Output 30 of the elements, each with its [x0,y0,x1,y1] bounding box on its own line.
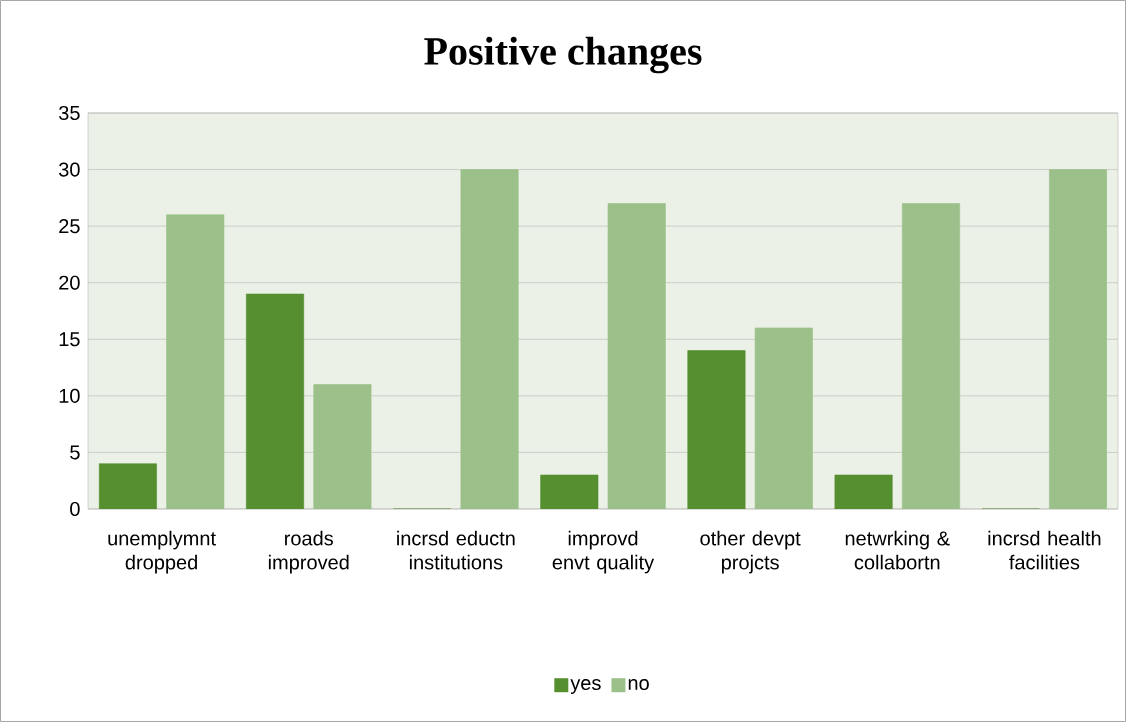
bar [166,214,225,509]
legend-label: yes [570,679,601,694]
bar [607,203,666,509]
y-tick-label: 0 [70,501,80,517]
y-tick-label: 15 [59,332,80,347]
y-tick-label: 25 [59,219,80,234]
y-tick-label: 35 [59,105,80,121]
bar [246,293,305,509]
bar [754,327,813,509]
x-tick-label: incrsd eductn institutions [397,530,515,570]
x-tick-label: unemplymnt dropped [108,530,216,574]
bar [313,384,372,509]
bar [540,474,599,509]
x-tick-label: incrsd health facilities [988,530,1101,570]
bar [901,203,960,509]
bar [834,474,893,509]
chart-title: Positive changes [424,36,702,74]
bar [98,463,157,509]
y-tick-label: 10 [59,388,80,403]
x-tick-label: netwrking & collabortn [845,530,950,570]
legend-label: no [628,679,649,691]
y-tick-label: 5 [70,445,80,460]
y-tick-label: 30 [59,162,80,177]
bar [460,169,519,509]
x-tick-label: other devpt projcts [700,530,801,574]
bar [687,350,746,509]
x-tick-label: roads improved [268,530,349,574]
x-tick-label: improvd envt quality [552,530,655,574]
bar [1049,169,1108,509]
y-tick-label: 20 [59,275,80,290]
